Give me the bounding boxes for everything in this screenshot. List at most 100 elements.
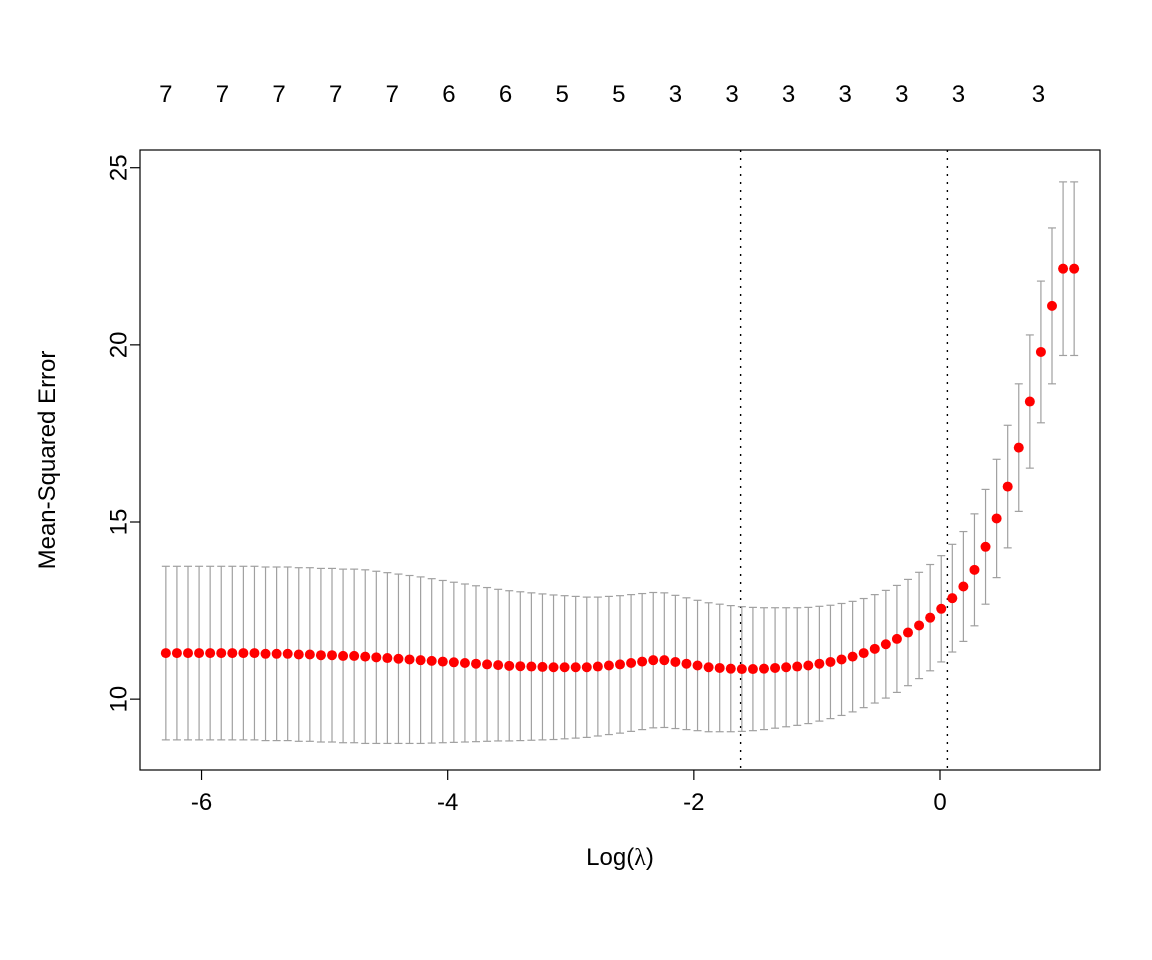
data-point — [526, 662, 536, 672]
top-axis-label: 3 — [1032, 81, 1045, 108]
data-point — [393, 654, 403, 664]
top-axis-label: 7 — [386, 81, 399, 108]
x-tick-label: 0 — [933, 789, 946, 816]
data-point — [670, 657, 680, 667]
data-point — [172, 648, 182, 658]
data-point — [681, 659, 691, 669]
data-point — [438, 657, 448, 667]
top-axis-label: 5 — [612, 81, 625, 108]
data-point — [360, 652, 370, 662]
data-point — [659, 655, 669, 665]
data-point — [161, 648, 171, 658]
data-point — [549, 662, 559, 672]
data-point — [925, 613, 935, 623]
top-axis-label: 3 — [952, 81, 965, 108]
data-point — [194, 648, 204, 658]
data-point — [349, 651, 359, 661]
y-axis-label: Mean-Squared Error — [34, 351, 61, 570]
data-point — [715, 663, 725, 673]
data-point — [992, 513, 1002, 523]
data-point — [593, 662, 603, 672]
data-point — [504, 661, 514, 671]
data-point — [371, 652, 381, 662]
data-point — [726, 664, 736, 674]
data-point — [537, 662, 547, 672]
data-point — [560, 662, 570, 672]
data-point — [515, 661, 525, 671]
data-point — [1047, 301, 1057, 311]
data-point — [449, 657, 459, 667]
data-point — [305, 650, 315, 660]
top-axis-label: 3 — [782, 81, 795, 108]
data-point — [947, 593, 957, 603]
data-point — [814, 659, 824, 669]
data-point — [637, 657, 647, 667]
data-point — [693, 660, 703, 670]
data-point — [493, 660, 503, 670]
x-tick-label: -4 — [437, 789, 458, 816]
data-point — [416, 655, 426, 665]
data-point — [792, 662, 802, 672]
data-point — [205, 648, 215, 658]
y-tick-label: 10 — [105, 686, 132, 713]
top-axis-label: 7 — [272, 81, 285, 108]
data-point — [183, 648, 193, 658]
data-point — [969, 565, 979, 575]
top-axis-label: 7 — [159, 81, 172, 108]
data-point — [338, 651, 348, 661]
data-point — [272, 649, 282, 659]
data-point — [316, 650, 326, 660]
cv-lasso-plot: -6-4-2010152025Log(λ)Mean-Squared Error7… — [0, 0, 1152, 960]
data-point — [981, 542, 991, 552]
data-point — [781, 662, 791, 672]
data-point — [382, 653, 392, 663]
data-point — [460, 658, 470, 668]
data-point — [1069, 264, 1079, 274]
data-point — [294, 650, 304, 660]
data-point — [825, 657, 835, 667]
data-point — [837, 654, 847, 664]
data-point — [427, 656, 437, 666]
data-point — [482, 659, 492, 669]
data-point — [648, 655, 658, 665]
data-point — [571, 662, 581, 672]
data-point — [903, 628, 913, 638]
data-point — [1025, 397, 1035, 407]
data-point — [1003, 482, 1013, 492]
y-tick-label: 25 — [105, 154, 132, 181]
x-axis-label: Log(λ) — [586, 844, 654, 871]
y-tick-label: 20 — [105, 332, 132, 359]
data-point — [604, 660, 614, 670]
data-point — [283, 649, 293, 659]
data-point — [227, 648, 237, 658]
top-axis-label: 3 — [895, 81, 908, 108]
data-point — [748, 664, 758, 674]
data-point — [859, 648, 869, 658]
data-point — [471, 659, 481, 669]
data-point — [870, 644, 880, 654]
data-point — [216, 648, 226, 658]
top-axis-label: 7 — [329, 81, 342, 108]
data-point — [249, 648, 259, 658]
data-point — [704, 662, 714, 672]
x-tick-label: -2 — [683, 789, 704, 816]
data-point — [1014, 443, 1024, 453]
data-point — [405, 654, 415, 664]
data-point — [881, 639, 891, 649]
data-point — [759, 664, 769, 674]
data-point — [737, 664, 747, 674]
data-point — [582, 662, 592, 672]
top-axis-label: 5 — [555, 81, 568, 108]
top-axis-label: 3 — [839, 81, 852, 108]
data-point — [892, 634, 902, 644]
data-point — [803, 660, 813, 670]
data-point — [327, 650, 337, 660]
data-point — [1058, 264, 1068, 274]
top-axis-label: 3 — [725, 81, 738, 108]
data-point — [626, 658, 636, 668]
top-axis-label: 7 — [216, 81, 229, 108]
data-point — [958, 581, 968, 591]
y-tick-label: 15 — [105, 509, 132, 536]
top-axis-label: 6 — [499, 81, 512, 108]
data-point — [848, 652, 858, 662]
